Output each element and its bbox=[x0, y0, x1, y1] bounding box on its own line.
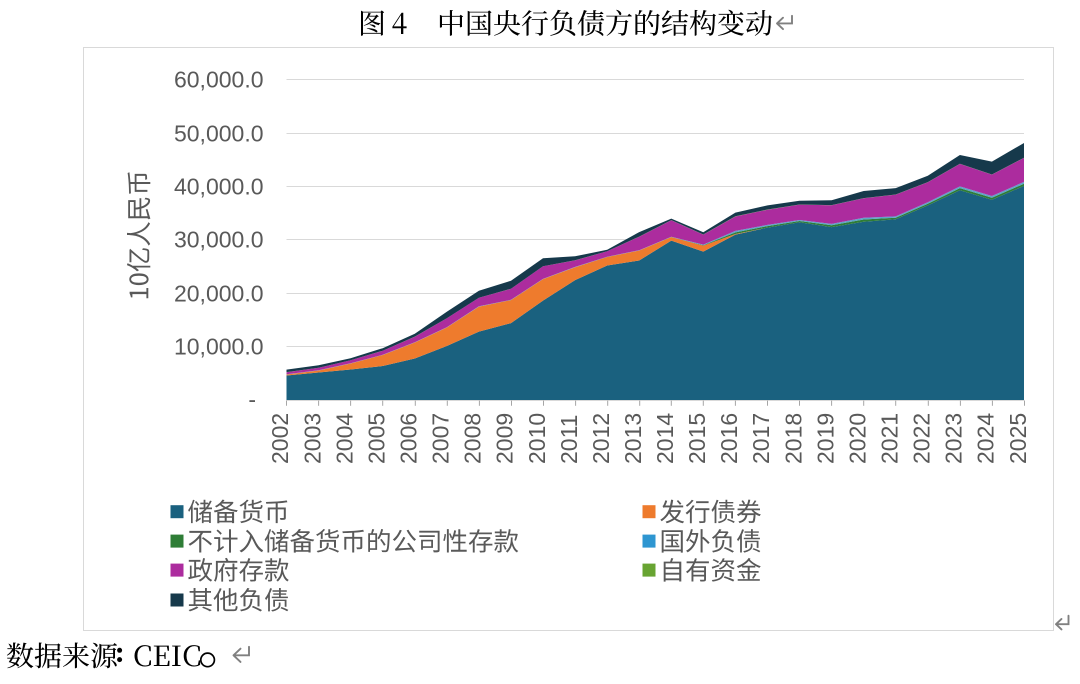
svg-text:60,000.0: 60,000.0 bbox=[174, 67, 264, 93]
svg-text:20,000.0: 20,000.0 bbox=[174, 281, 264, 307]
svg-text:2010: 2010 bbox=[524, 413, 550, 464]
svg-text:10,000.0: 10,000.0 bbox=[174, 334, 264, 360]
svg-text:2014: 2014 bbox=[652, 413, 678, 464]
svg-text:2006: 2006 bbox=[396, 413, 422, 464]
svg-text:2019: 2019 bbox=[812, 413, 838, 464]
svg-text:2018: 2018 bbox=[780, 413, 806, 464]
svg-text:2016: 2016 bbox=[716, 413, 742, 464]
svg-text:2008: 2008 bbox=[460, 413, 486, 464]
svg-text:2025: 2025 bbox=[1005, 413, 1031, 464]
svg-text:50,000.0: 50,000.0 bbox=[174, 121, 264, 147]
svg-text:2020: 2020 bbox=[844, 413, 870, 464]
svg-text:2012: 2012 bbox=[588, 413, 614, 464]
svg-text:2009: 2009 bbox=[492, 413, 518, 464]
svg-text:40,000.0: 40,000.0 bbox=[174, 174, 264, 200]
svg-text:2003: 2003 bbox=[299, 413, 325, 464]
svg-text:2004: 2004 bbox=[331, 413, 357, 464]
svg-text:2022: 2022 bbox=[909, 413, 935, 464]
svg-text:2002: 2002 bbox=[267, 413, 293, 464]
svg-text:30,000.0: 30,000.0 bbox=[174, 227, 264, 253]
svg-text:2017: 2017 bbox=[748, 413, 774, 464]
svg-text:2013: 2013 bbox=[620, 413, 646, 464]
svg-text:-: - bbox=[248, 386, 256, 412]
svg-text:2005: 2005 bbox=[363, 413, 389, 464]
svg-text:2011: 2011 bbox=[556, 415, 582, 464]
svg-text:2023: 2023 bbox=[941, 413, 967, 464]
svg-text:2007: 2007 bbox=[428, 413, 454, 464]
svg-text:2024: 2024 bbox=[973, 413, 999, 464]
svg-text:2021: 2021 bbox=[877, 413, 903, 464]
svg-text:2015: 2015 bbox=[684, 413, 710, 464]
